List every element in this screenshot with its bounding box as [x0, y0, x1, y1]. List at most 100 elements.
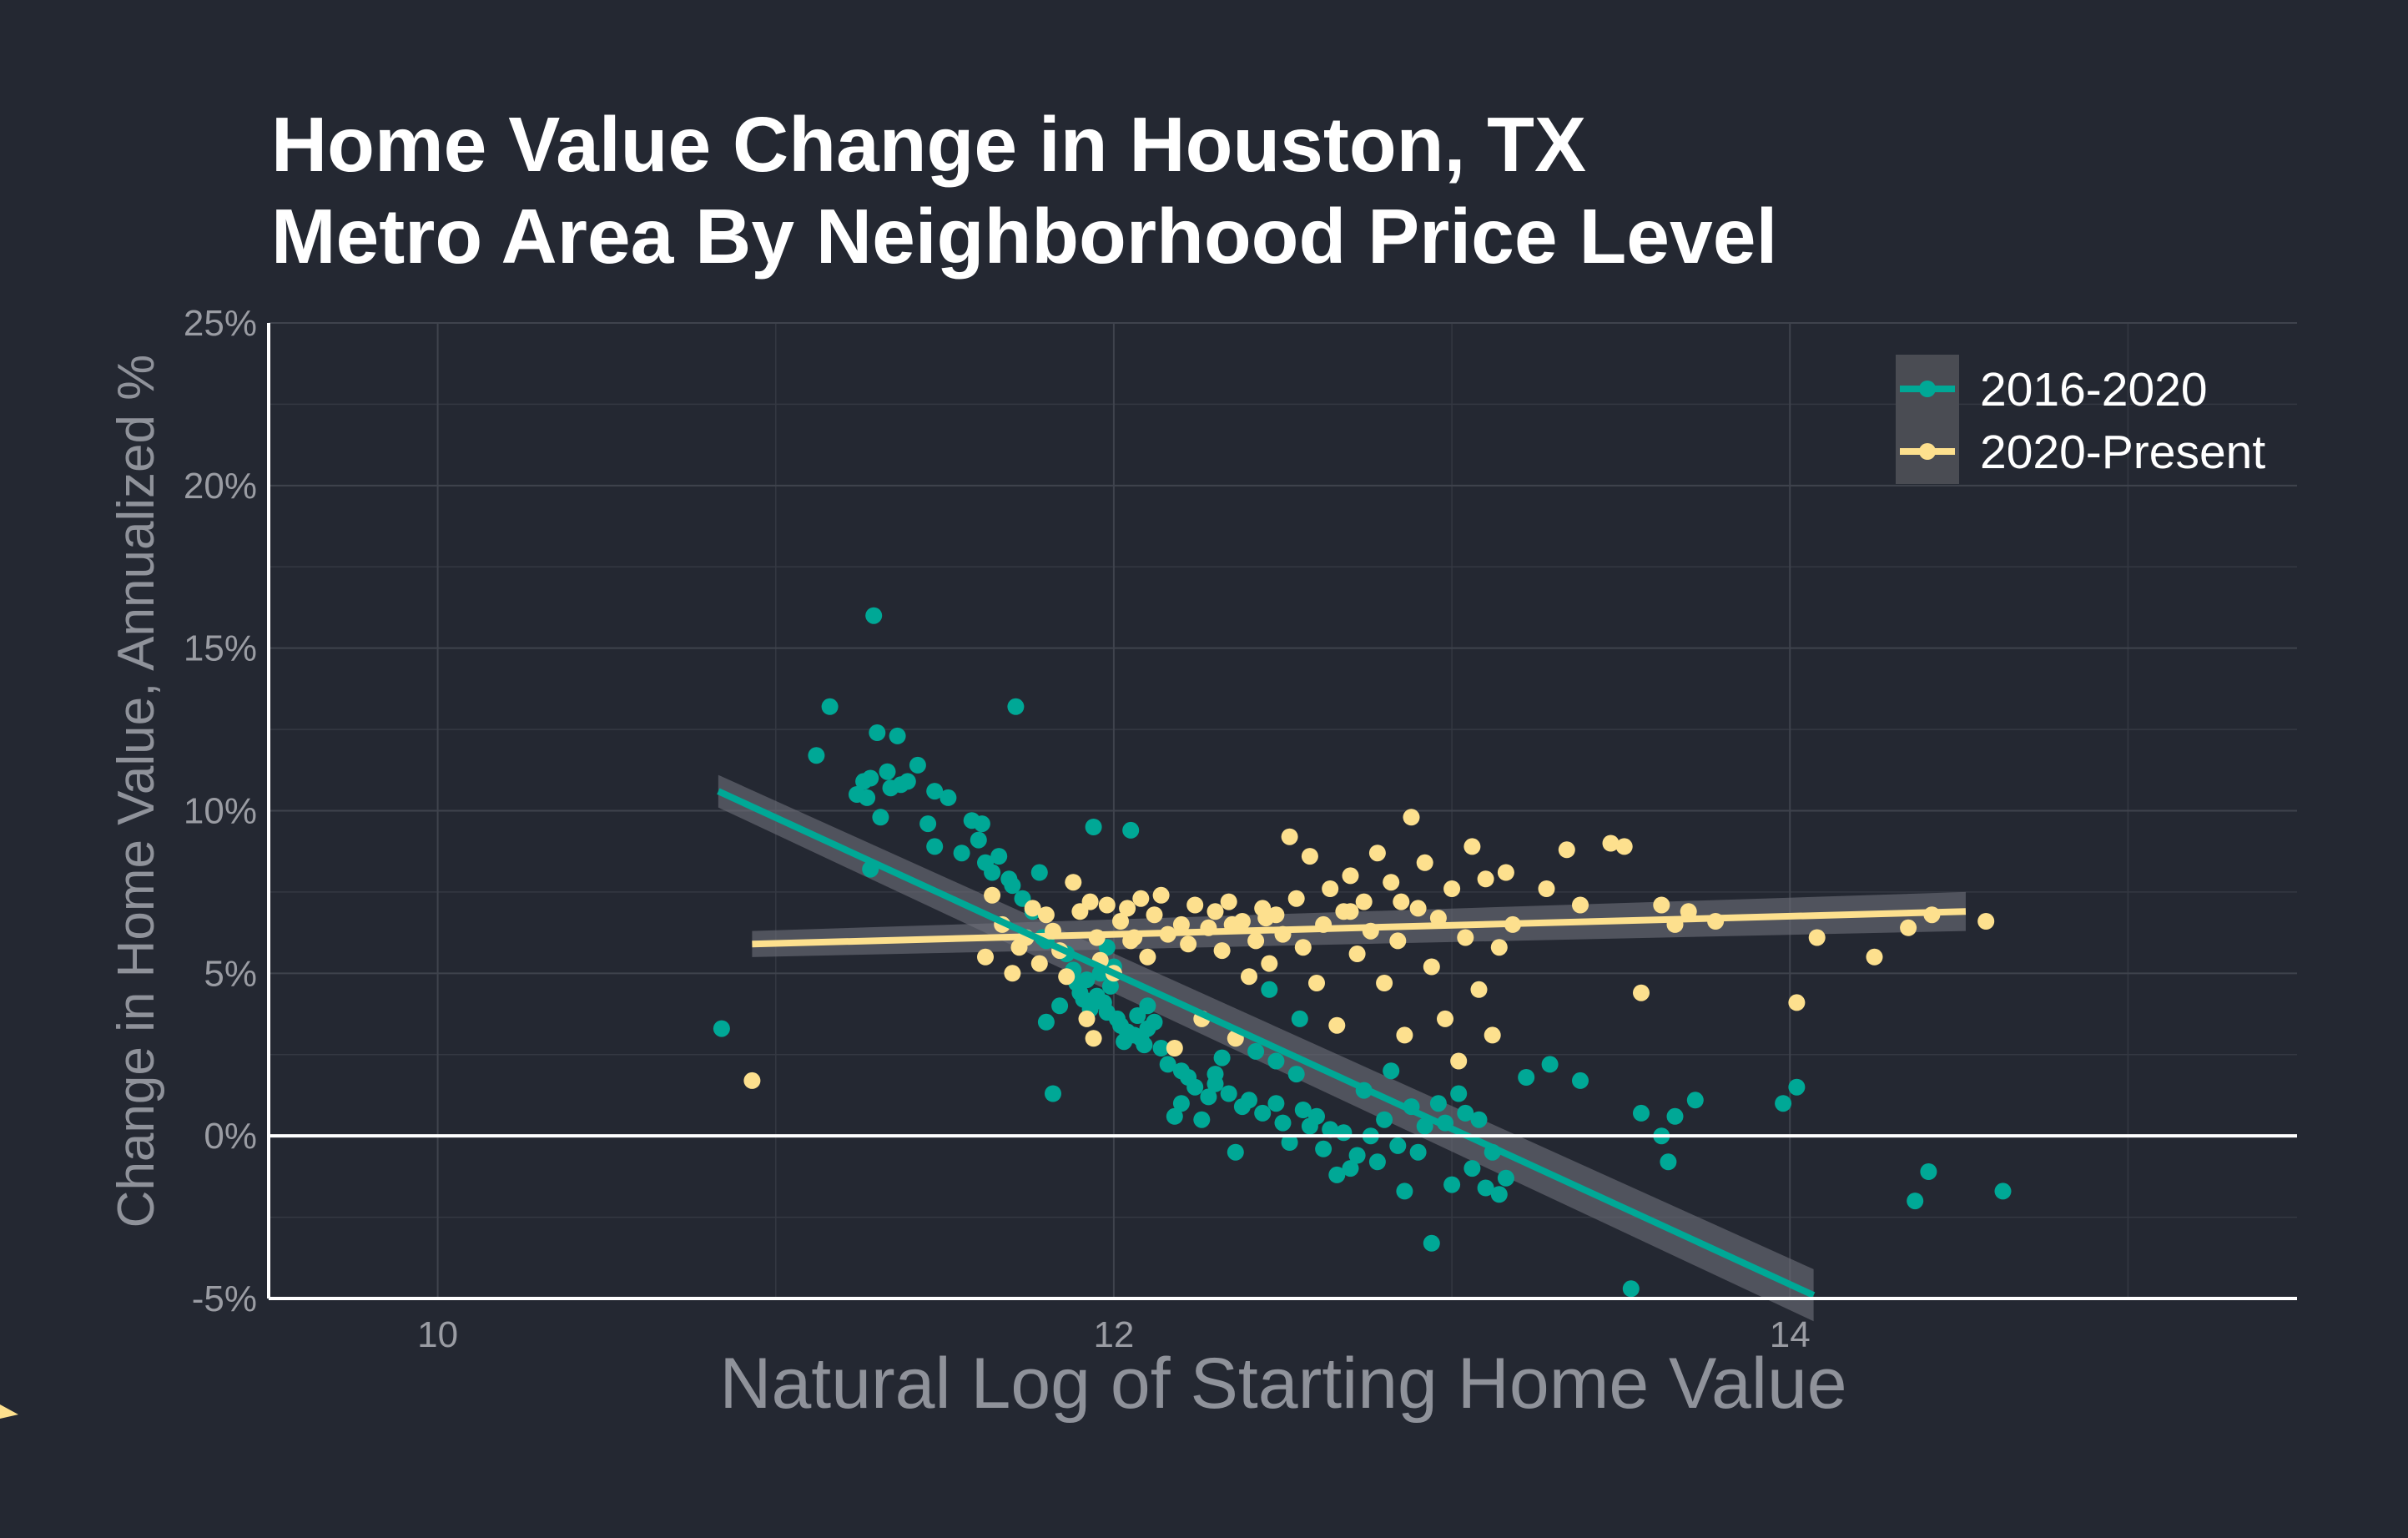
point-2020-present: [1257, 910, 1275, 927]
point-2016-2020: [1666, 1107, 1684, 1125]
point-2020-present: [1213, 942, 1231, 960]
point-2020-present: [1207, 903, 1224, 920]
point-2016-2020: [970, 831, 987, 849]
point-2020-present: [1328, 1016, 1346, 1034]
point-2016-2020: [1907, 1193, 1924, 1210]
point-2020-present: [1098, 896, 1116, 914]
point-2016-2020: [1994, 1182, 2012, 1200]
point-2020-present: [1484, 1026, 1501, 1044]
point-2016-2020: [713, 1020, 730, 1037]
point-2016-2020: [1450, 1085, 1468, 1102]
point-2016-2020: [821, 698, 839, 715]
point-2016-2020: [1490, 1186, 1508, 1203]
point-2016-2020: [869, 724, 886, 741]
point-2020-present: [1602, 835, 1620, 852]
corner-arrow-mark: [0, 1404, 18, 1419]
point-2016-2020: [1007, 698, 1025, 715]
point-2016-2020: [973, 815, 990, 833]
x-tick-label: 14: [1770, 1314, 1811, 1355]
point-2016-2020: [1186, 1078, 1204, 1096]
point-2016-2020: [1477, 1179, 1494, 1197]
point-2020-present: [1396, 1026, 1413, 1044]
point-2020-present: [1342, 903, 1359, 920]
point-2020-present: [1024, 900, 1041, 917]
legend-marker-2020-present: [1919, 443, 1936, 460]
point-2016-2020: [1775, 1095, 1792, 1112]
point-2016-2020: [1416, 1117, 1433, 1135]
grid: [269, 322, 2297, 1298]
legend-item-2016-2020: 2016-2020: [1900, 363, 2208, 416]
point-2016-2020: [1315, 1140, 1332, 1157]
point-2020-present: [1146, 906, 1163, 924]
point-2020-present: [1443, 880, 1461, 897]
point-2016-2020: [1383, 1062, 1400, 1080]
point-2020-present: [1294, 939, 1312, 956]
point-2020-present: [1437, 1010, 1453, 1027]
point-2016-2020: [1463, 1160, 1481, 1177]
point-2016-2020: [1213, 1049, 1231, 1067]
point-2016-2020: [1146, 1013, 1163, 1031]
point-2020-present: [1186, 896, 1204, 914]
point-2020-present: [1355, 893, 1373, 910]
point-2016-2020: [1633, 1104, 1650, 1122]
point-2016-2020: [1045, 1085, 1061, 1102]
point-2020-present: [1423, 958, 1440, 976]
point-2016-2020: [1085, 819, 1102, 835]
point-2020-present: [1538, 880, 1555, 897]
point-2016-2020: [1470, 1111, 1488, 1128]
legend-item-2020-present: 2020-Present: [1900, 426, 2265, 479]
point-2020-present: [1220, 893, 1237, 910]
point-2020-present: [1058, 968, 1076, 986]
point-2020-present: [1322, 880, 1339, 897]
point-2016-2020: [1660, 1153, 1677, 1171]
point-2016-2020: [984, 864, 1001, 881]
point-2020-present: [1653, 896, 1670, 914]
point-2020-present: [1241, 968, 1257, 986]
point-2020-present: [1308, 975, 1325, 991]
point-2016-2020: [1396, 1182, 1413, 1200]
point-2016-2020: [926, 838, 944, 855]
chart-title-line-2: Metro Area By Neighborhood Price Level: [271, 193, 1777, 280]
point-2016-2020: [1152, 1040, 1170, 1056]
y-tick-label: 5%: [204, 953, 257, 994]
point-2016-2020: [1686, 1092, 1704, 1109]
point-2016-2020: [1122, 821, 1140, 839]
point-2016-2020: [862, 769, 879, 787]
point-2016-2020: [1541, 1056, 1559, 1073]
point-2016-2020: [953, 845, 970, 862]
point-2020-present: [1450, 1052, 1468, 1070]
point-2020-present: [1497, 864, 1514, 881]
scatter-points: [713, 607, 2012, 1298]
point-2020-present: [1261, 955, 1278, 972]
legend-key-background: [1896, 355, 1959, 484]
point-2020-present: [1808, 929, 1826, 946]
point-2020-present: [1463, 838, 1481, 855]
point-2020-present: [1403, 809, 1420, 826]
point-2020-present: [1078, 1010, 1096, 1027]
point-2016-2020: [1051, 997, 1069, 1015]
trend-lines: [717, 788, 1967, 1298]
point-2020-present: [1477, 870, 1494, 888]
x-tick-label: 10: [417, 1314, 458, 1355]
y-tick-label: 20%: [184, 466, 257, 507]
point-2016-2020: [1389, 1137, 1407, 1154]
legend-marker-2016-2020: [1919, 381, 1936, 397]
point-2020-present: [1900, 919, 1917, 936]
point-2020-present: [1633, 984, 1650, 1001]
point-2016-2020: [1207, 1066, 1224, 1083]
point-2020-present: [1152, 886, 1170, 904]
point-2016-2020: [1241, 1092, 1257, 1109]
point-2020-present: [1615, 838, 1633, 855]
point-2016-2020: [1200, 1088, 1217, 1106]
point-2016-2020: [909, 756, 926, 774]
point-2016-2020: [1376, 1111, 1393, 1128]
point-2016-2020: [808, 747, 825, 764]
point-2016-2020: [1281, 1134, 1298, 1151]
legend-label-2020-present: 2020-Present: [1980, 426, 2265, 479]
point-2020-present: [1139, 948, 1156, 966]
point-2016-2020: [1267, 1095, 1285, 1112]
point-2020-present: [1301, 848, 1318, 865]
point-2020-present: [1348, 945, 1366, 962]
legend-label-2016-2020: 2016-2020: [1980, 363, 2208, 416]
